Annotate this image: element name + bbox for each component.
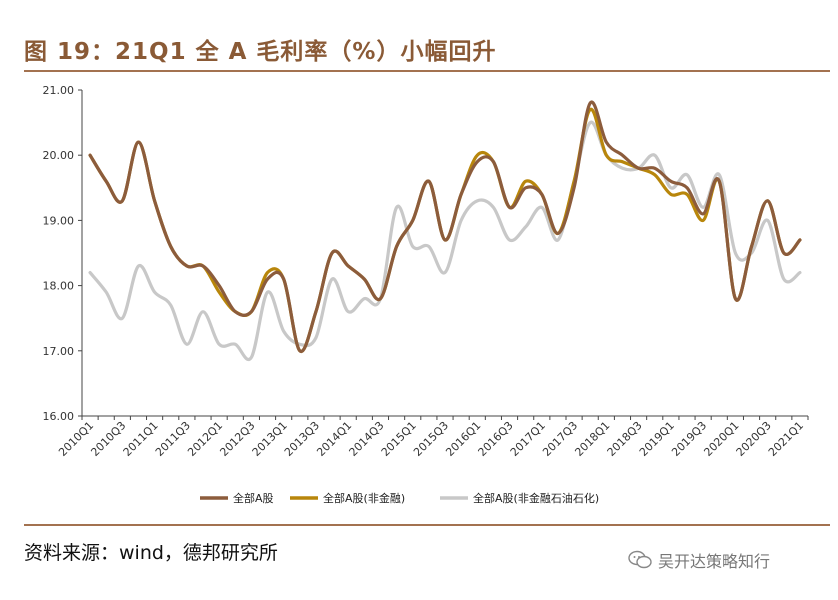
legend: 全部A股 全部A股(非金融) 全部A股(非金融石油石化) bbox=[200, 491, 599, 505]
chat-bubble-icon bbox=[628, 550, 652, 569]
line-chart: 21.00 20.00 19.00 18.00 17.00 16.00 2010Q1201… bbox=[43, 84, 809, 505]
series-line-1 bbox=[88, 107, 802, 353]
watermark-text: 吴开达策略知行 bbox=[658, 552, 771, 571]
x-tick-label: 2016Q3 bbox=[476, 419, 516, 459]
legend-label: 全部A股(非金融) bbox=[323, 491, 405, 505]
y-tick-label: 19.00 bbox=[43, 214, 75, 227]
x-tick-label: 2016Q1 bbox=[443, 419, 483, 459]
y-tick-label: 16.00 bbox=[43, 410, 75, 423]
x-axis: 2010Q12010Q32011Q12011Q32012Q12012Q32013… bbox=[56, 415, 809, 459]
watermark: 吴开达策略知行 bbox=[628, 548, 770, 572]
x-tick-label: 2021Q1 bbox=[766, 419, 806, 459]
y-tick-label: 20.00 bbox=[43, 149, 75, 162]
top-divider bbox=[24, 70, 830, 72]
source-note: 资料来源：wind，德邦研究所 bbox=[24, 542, 278, 564]
y-tick-label: 21.00 bbox=[43, 84, 75, 97]
y-tick-label: 17.00 bbox=[43, 345, 75, 358]
legend-label: 全部A股(非金融石油石化) bbox=[473, 491, 599, 505]
series-line-0 bbox=[88, 100, 802, 353]
legend-label: 全部A股 bbox=[233, 491, 274, 505]
bottom-divider bbox=[24, 524, 830, 526]
y-tick-label: 18.00 bbox=[43, 280, 75, 293]
x-tick-label: 2015Q1 bbox=[379, 419, 419, 459]
series-line-2 bbox=[88, 120, 802, 361]
series-lines bbox=[88, 100, 802, 361]
y-axis: 21.00 20.00 19.00 18.00 17.00 16.00 bbox=[43, 84, 83, 423]
x-tick-label: 2015Q3 bbox=[411, 419, 451, 459]
figure-title: 图 19：21Q1 全 A 毛利率（%）小幅回升 bbox=[24, 39, 497, 65]
